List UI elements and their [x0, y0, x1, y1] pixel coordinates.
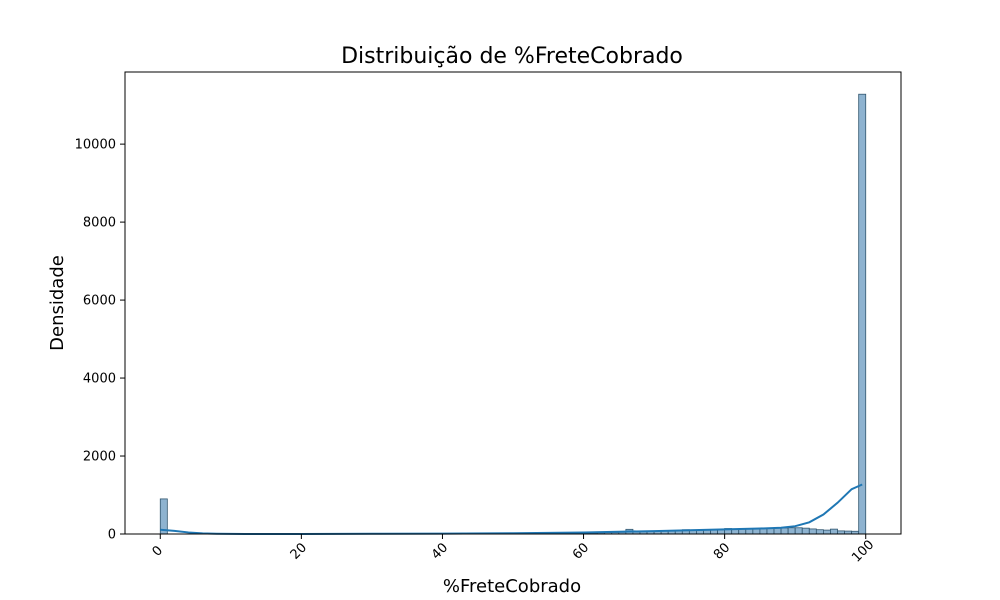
histogram-bar-32: [794, 527, 803, 535]
histogram-bar-35: [815, 529, 824, 535]
histogram-bar-31: [787, 527, 796, 535]
histogram-bar-30: [780, 527, 789, 535]
y-tick-label: 8000: [83, 216, 116, 231]
y-axis-label: Densidade: [47, 255, 68, 351]
y-axis: 0 2000 4000 6000 8000 10000: [75, 138, 125, 543]
y-tick-label: 6000: [83, 294, 116, 309]
histogram-bar-0: [159, 498, 168, 535]
plot-frame: [124, 71, 902, 535]
histogram-bar-29: [773, 527, 782, 535]
histogram-bar-33: [801, 527, 810, 535]
histogram-bar-41: [858, 93, 867, 535]
y-tick-label: 0: [108, 528, 116, 543]
histogram-bar-34: [808, 528, 817, 535]
y-tick-label: 10000: [75, 138, 116, 153]
histogram-bar-36: [823, 529, 831, 535]
x-axis-label: %FreteCobrado: [443, 576, 581, 597]
chart-title: Distribuição de %FreteCobrado: [341, 44, 683, 69]
y-tick-label: 4000: [83, 372, 116, 387]
histogram-bar-37: [830, 528, 838, 535]
y-tick-label: 2000: [83, 450, 116, 465]
